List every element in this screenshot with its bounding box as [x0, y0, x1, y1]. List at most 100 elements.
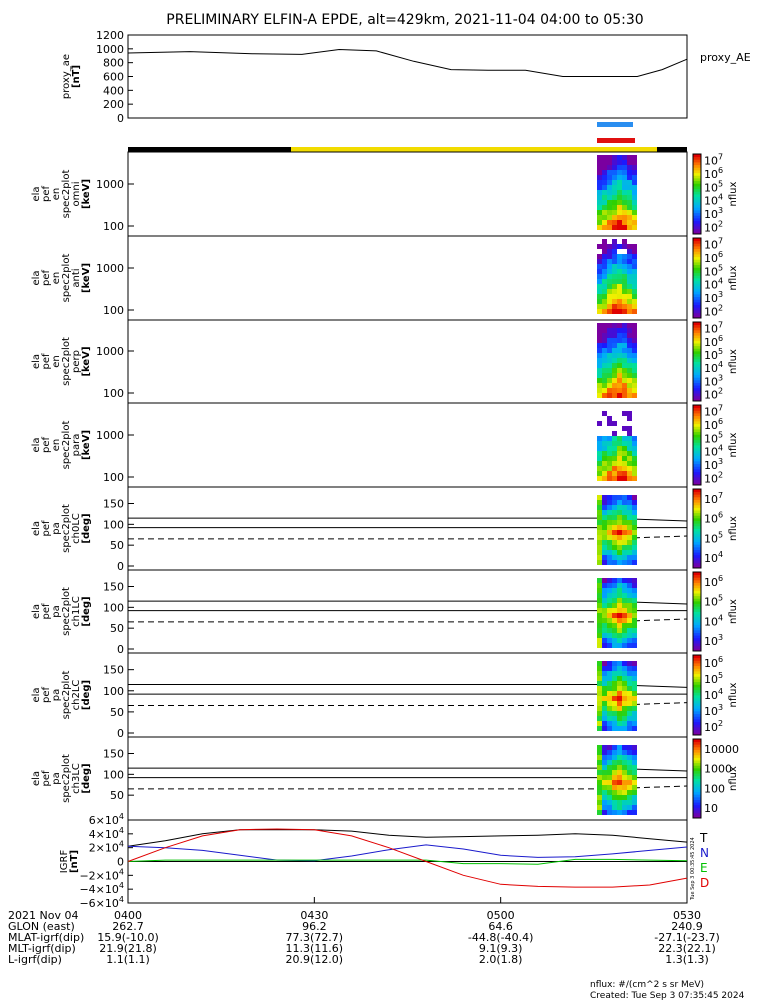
en_spec_omni-cell: [607, 180, 612, 185]
en_spec_omni-cell: [627, 190, 632, 195]
en_spec_anti-colorbar-frame: [692, 237, 702, 319]
pa_spec_ch3LC-cell: [612, 770, 617, 775]
en_spec_para-colorbar-cell-28: [693, 407, 701, 411]
pa_spec_ch1LC-cell: [622, 623, 627, 628]
pa_spec_ch0LC-cell: [602, 555, 607, 560]
en_spec_anti-cell: [627, 274, 632, 279]
pa_spec_ch2LC-ylabel-line-4: ch2LC: [71, 680, 82, 711]
pa_spec_ch1LC-colorbar-cell-26: [693, 579, 701, 583]
pa_spec_ch2LC-cell: [607, 661, 612, 666]
pa_spec_ch2LC-cell: [632, 661, 637, 666]
pa_spec_ch1LC-cell: [597, 633, 602, 638]
en_spec_anti-colorbar-cell-26: [693, 246, 701, 250]
en_spec_omni-ylabel-line-1: pef: [41, 186, 52, 203]
pa_spec_ch3LC-cell: [627, 765, 632, 770]
pa_spec_ch1LC-colorbar-cell-29: [693, 572, 701, 576]
pa_spec_ch1LC-colorbar-cell-4: [693, 637, 701, 641]
en_spec_omni-cell: [597, 205, 602, 210]
en_spec_perp-cell: [617, 353, 622, 358]
en_spec_para-cell: [632, 436, 637, 441]
en_spec_omni-cell: [602, 175, 607, 180]
pa_spec_ch0LC-colorbar-tick-2: 106: [704, 511, 723, 526]
en_spec_omni-cell: [612, 180, 617, 185]
pa_spec_ch2LC-cell: [627, 706, 632, 711]
pa_spec_ch2LC-cell: [607, 696, 612, 701]
pa_spec_ch2LC-cell: [632, 671, 637, 676]
pa_spec_ch3LC-colorbar-cell-24: [693, 752, 701, 756]
en_spec_omni-cell: [597, 180, 602, 185]
igrf-ylabel-line-1: [nT]: [69, 850, 80, 873]
pa_spec_ch0LC-colorbar-label: nflux: [728, 516, 739, 541]
en_spec_anti-cell: [612, 309, 617, 314]
en_spec_anti-cell: [602, 299, 607, 304]
pa_spec_ch1LC-colorbar-cell-11: [693, 619, 701, 623]
pa_spec_ch2LC-cell: [632, 666, 637, 671]
pa_spec_ch3LC-cell: [597, 755, 602, 760]
en_spec_anti-colorbar-cell-20: [693, 262, 701, 266]
pa_spec_ch0LC-cell: [622, 505, 627, 510]
en_spec_perp-cell: [612, 338, 617, 343]
en_spec_omni-ytick-label-1: 1000: [96, 178, 124, 191]
pa_spec_ch3LC-cell: [607, 800, 612, 805]
pa_spec_ch2LC-cell: [617, 686, 622, 691]
pa_spec_ch2LC-cell: [612, 671, 617, 676]
pa_spec_ch1LC-cell: [602, 633, 607, 638]
en_spec_perp-cell: [607, 373, 612, 378]
pa_spec_ch1LC-cell: [602, 598, 607, 603]
en_spec_omni-cell: [607, 155, 612, 160]
en_spec_anti-cell: [622, 289, 627, 294]
pa_spec_ch3LC-cell: [602, 760, 607, 765]
en_spec_omni-colorbar-tick-1: 103: [704, 206, 723, 221]
pa_spec_ch1LC-colorbar-cell-17: [693, 603, 701, 607]
en_spec_para-cell: [597, 451, 602, 456]
pa_spec_ch1LC-colorbar-tick-0: 103: [704, 633, 723, 648]
pa_spec_ch0LC-cell: [632, 555, 637, 560]
en_spec_para-cell: [597, 466, 602, 471]
pa_spec_ch2LC-cell: [612, 676, 617, 681]
pa_spec_ch2LC-cell: [607, 721, 612, 726]
pa_spec_ch3LC-cell: [627, 790, 632, 795]
en_spec_anti-cell: [632, 284, 637, 289]
en_spec_perp-colorbar-cell-22: [693, 340, 701, 344]
pa_spec_ch3LC-cell: [617, 775, 622, 780]
en_spec_anti-cell: [612, 289, 617, 294]
pa_spec_ch0LC-cell: [607, 505, 612, 510]
en_spec_anti-cell: [612, 244, 617, 249]
en_spec_perp-cell: [607, 333, 612, 338]
pa_spec_ch2LC-cell: [607, 726, 612, 731]
pa_spec_ch0LC-cell: [612, 560, 617, 565]
pa_spec_ch1LC-cell: [602, 603, 607, 608]
pa_spec_ch1LC-cell: [597, 643, 602, 648]
pa_spec_ch0LC-cell: [607, 550, 612, 555]
pa_spec_ch3LC-colorbar-cell-9: [693, 791, 701, 795]
en_spec_anti-colorbar-cell-23: [693, 254, 701, 258]
en_spec_perp-cell: [597, 358, 602, 363]
pa_spec_ch3LC-cell: [602, 775, 607, 780]
en_spec_para-cell: [602, 446, 607, 451]
pa_spec_ch3LC-cell: [597, 770, 602, 775]
pa_spec_ch0LC-cell: [602, 515, 607, 520]
en_spec_para-cell: [602, 441, 607, 446]
pa_spec_ch1LC-cell: [622, 598, 627, 603]
ae-ytick-label-0: 0: [117, 112, 124, 125]
en_spec_perp-colorbar-cell-9: [693, 374, 701, 378]
pa_spec_ch1LC-cell: [627, 633, 632, 638]
pa_spec_ch0LC-cell: [602, 500, 607, 505]
pa_spec_ch1LC-cell: [627, 603, 632, 608]
en_spec_para-colorbar-cell-29: [693, 405, 701, 409]
en_spec_para-colorbar-cell-22: [693, 423, 701, 427]
pa_spec_ch3LC-cell: [612, 810, 617, 815]
en_spec_para-cell: [622, 426, 627, 431]
en_spec_para-cell: [607, 416, 612, 421]
en_spec_perp-cell: [597, 323, 602, 328]
pa_spec_ch3LC-cell: [617, 755, 622, 760]
pa_spec_ch2LC-cell: [597, 666, 602, 671]
en_spec_perp-ylabel-line-0: ela: [31, 354, 42, 369]
pa_spec_ch1LC-cell: [607, 638, 612, 643]
pa_spec_ch3LC-cell: [617, 810, 622, 815]
pa_spec_ch3LC-cell: [627, 760, 632, 765]
pa_spec_ch2LC-cell: [622, 666, 627, 671]
en_spec_para-cell: [622, 476, 627, 481]
en_spec_perp-cell: [617, 368, 622, 373]
en_spec_perp-cell: [602, 373, 607, 378]
